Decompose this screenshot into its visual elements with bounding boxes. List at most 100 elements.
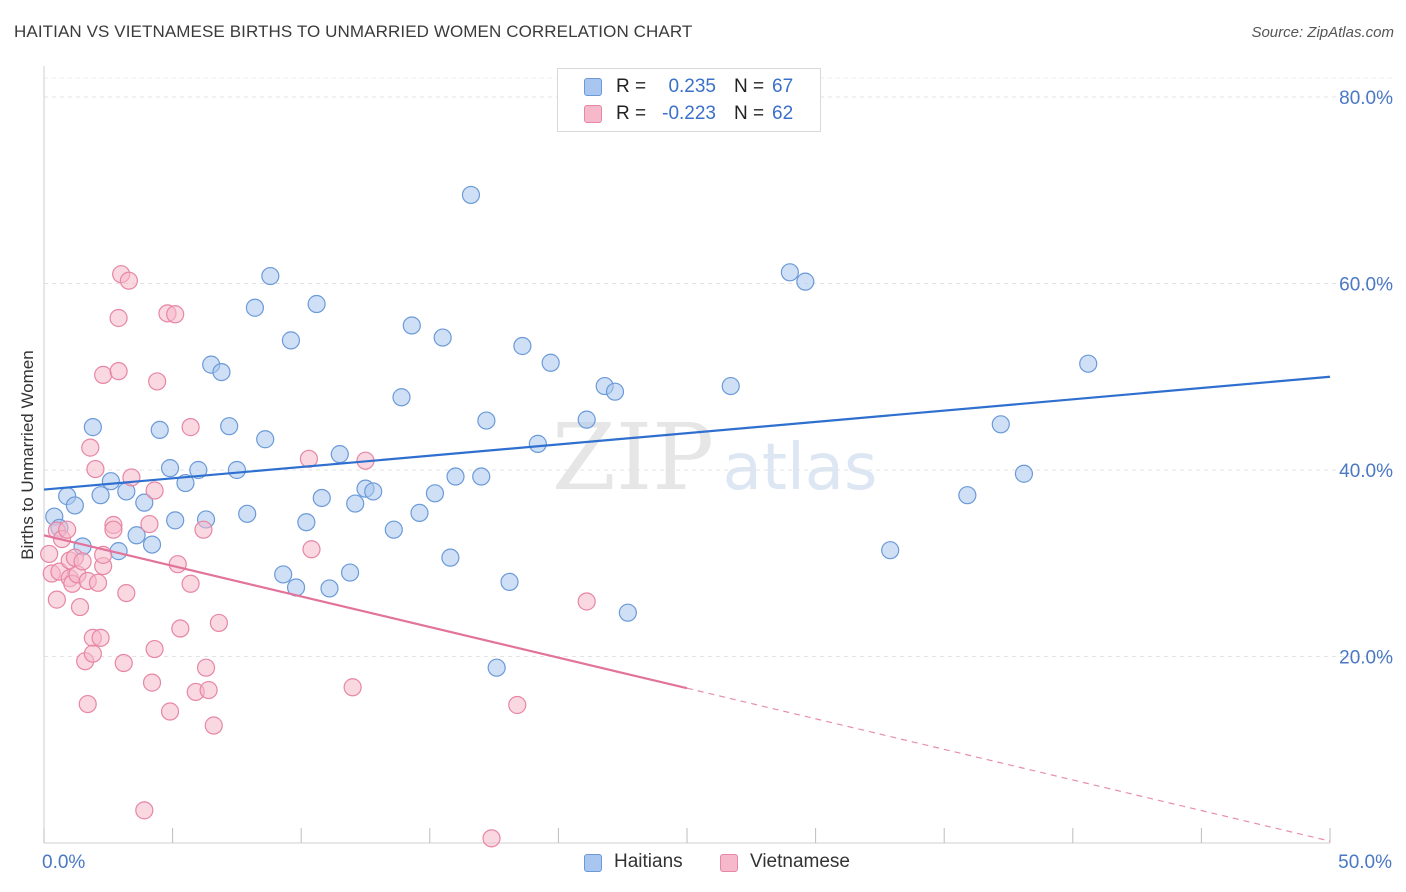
vietnamese-point	[119, 271, 138, 290]
haitians-point	[320, 579, 339, 598]
haitians-point	[500, 572, 519, 592]
series-swatch-vietnamese	[720, 854, 738, 872]
chart-title: HAITIAN VS VIETNAMESE BIRTHS TO UNMARRIE…	[14, 22, 693, 41]
y-tick-label-60: 60.0%	[1339, 275, 1393, 296]
vietnamese-point	[88, 573, 108, 592]
vietnamese-point	[196, 658, 216, 677]
vietnamese-point	[40, 544, 59, 564]
haitians-point	[446, 467, 465, 486]
haitians-point	[441, 548, 460, 567]
legend-r-label: R =	[616, 103, 647, 124]
vietnamese-point	[135, 801, 154, 820]
vietnamese-point	[91, 628, 110, 647]
legend-n-value: 62	[772, 103, 794, 124]
legend-n-value: 67	[772, 76, 794, 97]
haitians-point	[384, 520, 403, 539]
haitians-point	[176, 473, 195, 493]
vietnamese-point	[145, 639, 164, 659]
legend-swatch-haitians	[584, 78, 602, 96]
vietnamese-point	[142, 673, 162, 692]
vietnamese-point	[166, 305, 185, 324]
y-tick-label-40: 40.0%	[1339, 461, 1393, 482]
haitians-point	[261, 266, 280, 286]
haitians-point	[1079, 354, 1098, 373]
haitians-point	[135, 493, 154, 512]
legend-n-label: N =	[734, 103, 765, 124]
haitians-point	[721, 376, 740, 396]
haitians-point	[127, 526, 146, 545]
vietnamese-point	[81, 438, 100, 457]
haitians-point	[425, 484, 445, 503]
vietnamese-point	[86, 459, 105, 479]
haitians-point	[541, 353, 560, 372]
series-name-vietnamese: Vietnamese	[750, 851, 850, 872]
haitians-point	[472, 467, 491, 486]
series-swatch-haitians	[584, 854, 602, 872]
chart-source: Source: ZipAtlas.com	[1251, 24, 1394, 41]
legend-r-value: 0.235	[668, 76, 716, 97]
vietnamese-point	[58, 520, 77, 539]
vietnamese-point	[140, 514, 159, 534]
haitians-point	[150, 420, 169, 440]
haitians-point	[83, 418, 102, 437]
haitians-point	[101, 472, 120, 491]
haitians-point	[307, 294, 326, 314]
y-tick-label-20: 20.0%	[1339, 648, 1393, 669]
haitians-point	[256, 430, 275, 449]
vietnamese-point	[199, 680, 218, 700]
vietnamese-point	[73, 552, 92, 571]
haitians-point	[312, 488, 331, 508]
vietnamese-point	[181, 574, 200, 593]
haitians-point	[433, 328, 452, 347]
vietnamese-point	[109, 308, 128, 328]
haitians-point	[212, 362, 231, 382]
vietnamese-point	[194, 520, 213, 539]
vietnamese-point	[302, 540, 321, 559]
haitians-point	[189, 460, 208, 480]
haitians-point	[991, 415, 1010, 434]
haitians-point	[410, 503, 429, 522]
vietnamese-point	[508, 695, 527, 715]
trend-lines	[43, 375, 1331, 842]
y-tick-label-80: 80.0%	[1339, 88, 1393, 109]
haitians-point	[346, 494, 365, 513]
vietnamese-point	[171, 619, 190, 638]
vietnamese-point	[168, 555, 187, 574]
series-name-haitians: Haitians	[614, 851, 683, 872]
vietnamese-point	[148, 372, 167, 391]
haitians-point	[487, 658, 506, 677]
haitians-point	[220, 417, 239, 436]
watermark-atlas: atlas	[723, 431, 878, 505]
vietnamese-point	[70, 597, 90, 617]
haitians-point	[528, 434, 547, 453]
haitians-point	[780, 263, 799, 282]
vietnamese-point	[78, 694, 97, 714]
vietnamese-point	[343, 678, 362, 697]
haitians-point	[91, 486, 110, 505]
vietnamese-point	[577, 592, 596, 611]
vietnamese-point	[204, 716, 223, 735]
axes	[43, 66, 1331, 844]
haitians-point	[618, 603, 637, 622]
vietnamese-point	[47, 590, 66, 609]
vietnamese-point	[117, 583, 136, 603]
haitians-point	[166, 511, 185, 530]
legend-r-label: R =	[616, 76, 647, 97]
vietnamese-trend-line	[43, 534, 688, 690]
haitians-point	[461, 185, 481, 205]
haitians-point	[364, 482, 383, 501]
vietnamese-point	[83, 644, 102, 663]
haitians-point	[65, 496, 84, 515]
vietnamese-point	[109, 362, 128, 381]
haitians-point	[513, 336, 532, 356]
y-tick-labels: 20.0% 40.0% 60.0% 80.0%	[1339, 88, 1393, 669]
data-points	[40, 185, 1098, 848]
haitians-point	[796, 272, 815, 291]
haitians-point	[1014, 464, 1034, 483]
vietnamese-point	[181, 418, 200, 437]
haitians-point	[160, 459, 180, 478]
vietnamese-point	[482, 829, 501, 848]
legend-n-label: N =	[734, 76, 765, 97]
gridlines	[44, 77, 1392, 657]
watermark-zip: ZIP	[552, 404, 714, 511]
